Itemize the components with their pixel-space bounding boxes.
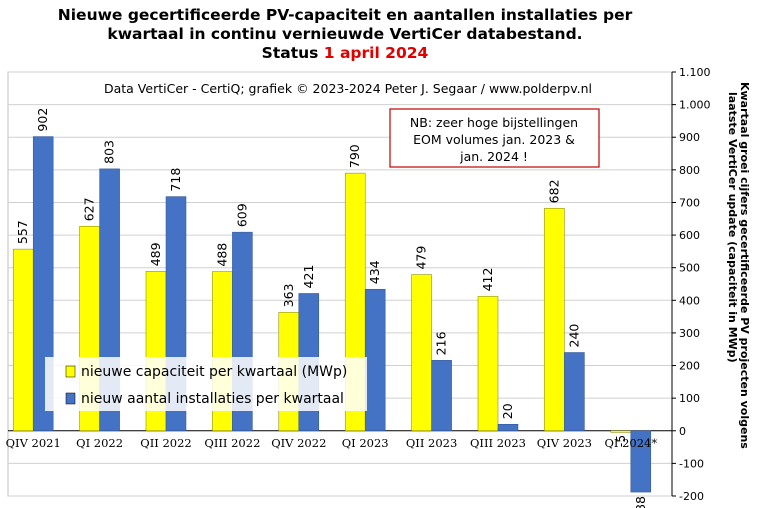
y-tick-label: 700 [679, 196, 700, 209]
title-line-2: kwartaal in continu vernieuwde VertiCer … [107, 25, 583, 43]
y-tick-label: -100 [679, 457, 704, 470]
data-label: 489 [148, 242, 163, 266]
data-label: 412 [480, 268, 495, 292]
note-line-3: jan. 2024 ! [459, 149, 528, 164]
bar-installations [564, 352, 585, 432]
y-axis-title-line-2: laatste VertiCer update (capaciteit in M… [726, 92, 739, 363]
bar-installations [431, 360, 452, 432]
title-line-3: Status 1 april 2024 [0, 44, 690, 63]
y-tick-label: -200 [679, 490, 704, 503]
legend-swatch-capacity [65, 365, 76, 378]
note-box: NB: zeer hoge bijstellingen EOM volumes … [389, 108, 600, 168]
bar-installations [630, 430, 652, 493]
category-label: QII 2023 [406, 436, 457, 450]
data-label: 421 [301, 265, 316, 289]
title-status-date: 1 april 2024 [323, 44, 429, 62]
category-label: QIV 2021 [6, 436, 61, 450]
y-tick-label: 400 [679, 294, 700, 307]
y-tick-label: 1.100 [679, 66, 711, 79]
y-axis-title-line-1: Kwartaal groei cijfers gecertificeerde P… [738, 82, 751, 449]
legend-swatch-installations [65, 392, 76, 405]
data-label: 240 [566, 324, 581, 348]
data-label: 718 [168, 168, 183, 192]
category-labels: QIV 2021 QI 2022 QII 2022 QIII 2022 QIV 2022… [6, 436, 658, 450]
data-label: 20 [500, 403, 515, 419]
y-tick-label: 500 [679, 262, 700, 275]
bar-capacity [411, 274, 432, 432]
legend-label-installations: nieuw aantal installaties per kwartaal [81, 391, 344, 407]
data-label: 479 [414, 246, 429, 270]
note-line-2: EOM volumes jan. 2023 & [413, 132, 575, 147]
category-label: QIII 2022 [204, 436, 260, 450]
category-label: QI 2022 [76, 436, 123, 450]
category-label: QIV 2022 [271, 436, 326, 450]
y-tick-label: 600 [679, 229, 700, 242]
data-label: 790 [347, 144, 362, 168]
data-label: -188 [633, 496, 648, 508]
bar-capacity [610, 430, 632, 433]
data-label: 434 [367, 260, 382, 284]
y-axis-ticks: -200 -100 0 100 200 300 400 500 600 700 800 900 1.00… [671, 66, 711, 503]
data-label: 488 [214, 243, 229, 267]
legend-background [45, 357, 367, 411]
y-axis-title-2: laatste VertiCer update (capaciteit in M… [726, 92, 739, 363]
y-tick-label: 900 [679, 131, 700, 144]
data-label: 803 [102, 140, 117, 164]
y-tick-label: 200 [679, 360, 700, 373]
category-label: QII 2022 [140, 436, 191, 450]
y-tick-label: 1.000 [679, 99, 711, 112]
y-tick-label: 100 [679, 392, 700, 405]
source-text: Data VertiCer - CertiQ; grafiek © 2023-2… [104, 81, 592, 96]
category-label: QIII 2023 [470, 436, 526, 450]
chart-title: Nieuwe gecertificeerde PV-capaciteit en … [0, 6, 690, 63]
note-box-border [389, 108, 600, 168]
title-line-1: Nieuwe gecertificeerde PV-capaciteit en … [57, 6, 633, 24]
legend: nieuwe capaciteit per kwartaal (MWp) nie… [45, 357, 367, 411]
data-label: 682 [546, 179, 561, 203]
y-tick-label: 300 [679, 327, 700, 340]
bar-capacity [544, 208, 565, 432]
data-label: 627 [82, 197, 97, 221]
y-tick-label: 800 [679, 164, 700, 177]
category-label: QIV 2023 [537, 436, 592, 450]
data-label: 609 [234, 203, 249, 227]
data-labels: 557 902 627 803 489 718 488 609 363 421 790 434 479 2… [15, 108, 648, 508]
data-label: 557 [15, 220, 30, 244]
note-line-1: NB: zeer hoge bijstellingen [410, 115, 578, 130]
legend-label-capacity: nieuwe capaciteit per kwartaal (MWp) [81, 364, 347, 380]
data-label: 363 [281, 284, 296, 308]
category-label: QI 2023 [342, 436, 389, 450]
y-tick-label: 0 [679, 425, 686, 438]
data-label: 216 [434, 331, 449, 355]
category-label: QI 2024* [604, 436, 657, 450]
data-label: -5 [613, 435, 628, 447]
y-axis-title: Kwartaal groei cijfers gecertificeerde P… [738, 82, 751, 449]
bar-installations [364, 288, 386, 432]
bar-capacity [12, 248, 34, 432]
data-label: 902 [35, 108, 50, 132]
bar-capacity [477, 296, 499, 432]
title-status-prefix: Status [261, 44, 319, 62]
bar-installations [497, 423, 519, 432]
